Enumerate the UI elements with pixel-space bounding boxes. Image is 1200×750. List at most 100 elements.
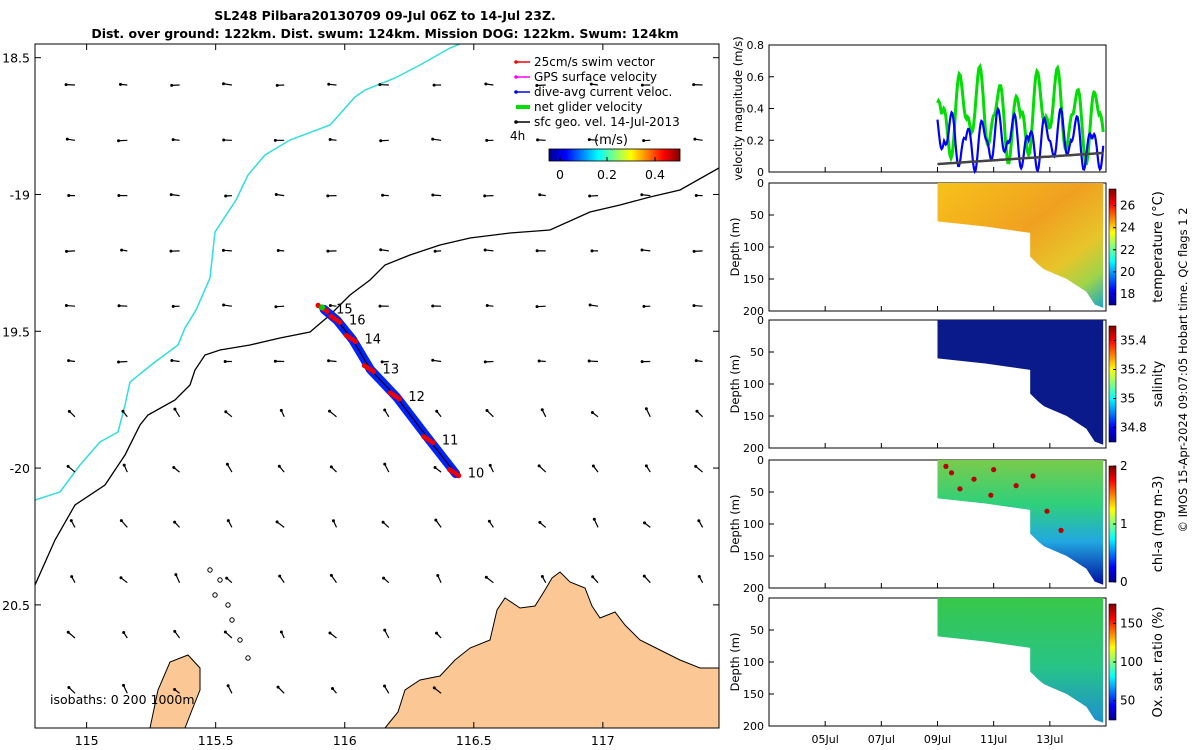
legend-swatch-head xyxy=(514,60,518,64)
depth-tick-label: 200 xyxy=(743,305,764,318)
chart-subtitle: Dist. over ground: 122km. Dist. swum: 12… xyxy=(91,26,679,41)
sfc-arrow-head xyxy=(484,82,488,86)
sfc-arrow-head xyxy=(70,575,74,579)
depth-ylabel: Depth (m) xyxy=(728,495,742,554)
colorbar-tick-label: 24 xyxy=(1120,221,1135,235)
sfc-arrow-head xyxy=(540,408,544,412)
depth-ylabel: Depth (m) xyxy=(728,218,742,277)
colorbar-tick-label: 22 xyxy=(1120,243,1135,257)
sfc-arrow-head xyxy=(275,83,279,87)
sfc-arrow-head xyxy=(587,138,591,142)
sfc-arrow-head xyxy=(173,629,177,633)
sfc-arrow-head xyxy=(223,630,227,634)
sfc-arrow-head xyxy=(484,575,488,579)
sfc-arrow-head xyxy=(67,193,71,197)
sfc-arrow-head xyxy=(119,576,123,580)
depth-tick-label: 100 xyxy=(743,656,764,669)
sfc-arrow-head xyxy=(118,82,122,86)
depth-tick-label: 100 xyxy=(743,378,764,391)
depth-tick-label: 0 xyxy=(757,592,764,605)
sfc-arrow-head xyxy=(378,304,382,308)
sfc-arrow-head xyxy=(331,519,335,523)
sfc-arrow-head xyxy=(694,359,698,363)
depth-tick-label: 150 xyxy=(743,410,764,423)
sfc-arrow-head xyxy=(538,193,542,197)
velocity-panel-frame xyxy=(768,44,1107,173)
sfc-arrow-head xyxy=(588,194,592,198)
sfc-arrow-head xyxy=(327,82,331,86)
colorbar-label: temperature (°C) xyxy=(1151,191,1166,303)
sfc-arrow-head xyxy=(172,465,176,469)
sfc-arrow-head xyxy=(329,573,333,577)
sfc-arrow-head xyxy=(276,249,280,253)
sfc-geo-velocity-line xyxy=(937,151,1104,166)
chl-a-peak-mark xyxy=(1013,483,1019,489)
sfc-arrow-head xyxy=(592,517,596,521)
vel-y-tick-label: 0.8 xyxy=(747,39,765,52)
sfc-arrow-head xyxy=(173,407,177,411)
island-land xyxy=(149,654,201,728)
date-tick-label: 09Jul xyxy=(924,733,951,746)
depth-tick-label: 50 xyxy=(750,209,764,222)
swim-vector-mark xyxy=(370,369,377,375)
colorbar-tick-label: 2 xyxy=(1120,459,1128,473)
sfc-arrow-head xyxy=(328,138,332,142)
sfc-arrow-head xyxy=(383,408,387,412)
sfc-arrow-head xyxy=(644,407,648,411)
sfc-arrow-head xyxy=(383,628,387,632)
colorbar-tick-label: 18 xyxy=(1120,287,1135,301)
colorbar-title: (m/s) xyxy=(594,133,628,148)
sfc-arrow-head xyxy=(170,83,174,87)
sfc-arrow-head xyxy=(169,249,173,253)
sfc-arrow-head xyxy=(225,576,229,580)
sfc-arrow-head xyxy=(67,685,71,689)
sfc-arrow-head xyxy=(117,139,121,143)
sfc-arrow-head xyxy=(64,83,68,87)
sfc-arrow-head xyxy=(431,193,435,197)
y-tick-label: 19.5 xyxy=(2,324,30,339)
sfc-arrow-head xyxy=(117,194,121,198)
sfc-arrow-head xyxy=(587,359,591,363)
legend-label: GPS surface velocity xyxy=(534,70,657,84)
sfc-arrow-head xyxy=(643,521,647,525)
legend-label: net glider velocity xyxy=(534,100,642,114)
colorbar-label: chl-a (mg m-3) xyxy=(1151,476,1166,573)
chl-a-peak-mark xyxy=(957,486,963,492)
sfc-arrow-head xyxy=(433,249,437,253)
isobath-200m xyxy=(35,167,719,586)
sfc-velocity-arrows xyxy=(64,82,704,694)
x-tick-label: 115 xyxy=(75,733,99,748)
islet xyxy=(217,577,223,583)
sfc-arrow-head xyxy=(117,304,121,308)
colorbar-tick-label: 34.8 xyxy=(1120,421,1147,435)
salinity-section xyxy=(937,320,1104,445)
depth-tick-label: 0 xyxy=(757,314,764,327)
sfc-arrow-head xyxy=(485,304,489,308)
sfc-arrow-head xyxy=(540,575,544,579)
swim-vector-mark xyxy=(456,473,462,479)
chl-a-peak-mark xyxy=(1058,527,1064,534)
sfc-arrow-head xyxy=(273,359,277,363)
colorbar-tick-label: 35 xyxy=(1120,392,1135,406)
sfc-arrow-head xyxy=(122,683,126,687)
sfc-arrow-head xyxy=(326,249,330,253)
y-tick-label: 18.5 xyxy=(2,51,30,66)
sfc-arrow-head xyxy=(383,462,387,466)
legend-label: 25cm/s swim vector xyxy=(534,55,655,69)
depth-tick-label: 200 xyxy=(743,582,764,595)
sfc-arrow-head xyxy=(378,83,382,87)
chl-a-peak-mark xyxy=(991,467,997,473)
sfc-arrow-head xyxy=(222,303,226,307)
sfc-arrow-head xyxy=(591,464,595,468)
chl-a-peak-mark xyxy=(948,470,955,476)
sfc-arrow-head xyxy=(381,520,385,524)
sfc-arrow-head xyxy=(277,464,281,468)
colorbar-tick-label: 150 xyxy=(1120,616,1143,630)
sfc-arrow-head xyxy=(379,139,383,143)
sfc-arrow-head xyxy=(431,137,435,141)
dive-avg-current-line xyxy=(936,106,1105,175)
chl-a-peak-mark xyxy=(971,476,977,482)
sfc-arrow-head xyxy=(327,359,331,363)
sfc-arrow-head xyxy=(431,304,435,308)
